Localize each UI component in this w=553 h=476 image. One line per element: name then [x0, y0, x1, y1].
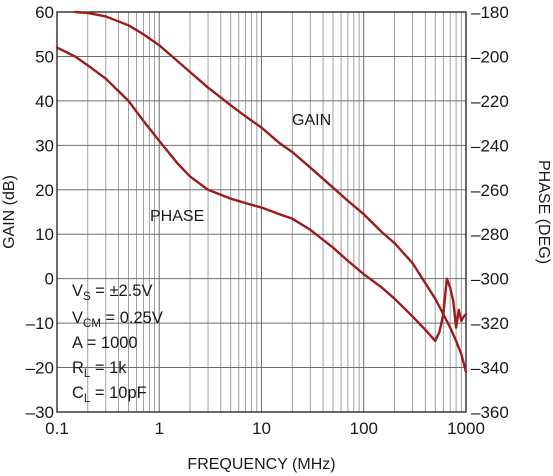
condition-cl: CL = 10pF: [72, 384, 147, 405]
y-tick-label-right: –340: [471, 359, 509, 378]
y-tick-label-right: –320: [471, 314, 509, 333]
condition-rl: RL = 1k: [72, 359, 127, 380]
y-tick-label-right: –260: [471, 181, 509, 200]
tick-labels: 0.1 1 10 100 10006050403020100–10–20–30–180–…: [26, 3, 509, 438]
phase-curve: [55, 46, 468, 343]
y-tick-label-left: –30: [26, 403, 54, 422]
y-axis-label-left: GAIN (dB): [1, 175, 18, 249]
y-tick-label-right: –300: [471, 270, 509, 289]
x-tick-label: 100: [350, 419, 378, 438]
y-tick-label-left: 10: [35, 225, 54, 244]
y-tick-label-right: –360: [471, 403, 509, 422]
x-tick-label: 1: [155, 419, 164, 438]
y-axis-label-right: PHASE (DEG): [535, 160, 552, 264]
x-tick-label: 10: [252, 419, 271, 438]
y-tick-label-right: –220: [471, 92, 509, 111]
condition-vcm: VCM = 0.25V: [72, 309, 163, 330]
y-tick-label-left: –10: [26, 314, 54, 333]
condition-gain-a: A = 1000: [72, 334, 138, 352]
y-tick-label-right: –240: [471, 136, 509, 155]
plot-frame: [56, 11, 467, 413]
grid: [57, 12, 466, 412]
y-tick-label-left: 30: [35, 136, 54, 155]
x-tick-label: 1000: [447, 419, 485, 438]
y-tick-label-right: –200: [471, 47, 509, 66]
gain-curve: [73, 10, 468, 374]
x-axis-label: FREQUENCY (MHz): [187, 456, 335, 473]
condition-vs: VS = ±2.5V: [72, 282, 153, 303]
curves: [55, 10, 468, 374]
y-tick-label-right: –180: [471, 3, 509, 22]
y-tick-label-right: –280: [471, 225, 509, 244]
gain-series-label: GAIN: [292, 112, 331, 129]
x-tick-label: 0.1: [45, 419, 69, 438]
y-tick-label-left: 40: [35, 92, 54, 111]
y-tick-label-left: 50: [35, 47, 54, 66]
y-tick-label-left: 20: [35, 181, 54, 200]
phase-series-label: PHASE: [150, 208, 204, 225]
y-tick-label-left: 60: [35, 3, 54, 22]
y-tick-label-left: 0: [45, 270, 54, 289]
test-conditions: VS = ±2.5V VCM = 0.25V A = 1000 RL = 1k …: [72, 282, 163, 405]
y-tick-label-left: –20: [26, 359, 54, 378]
